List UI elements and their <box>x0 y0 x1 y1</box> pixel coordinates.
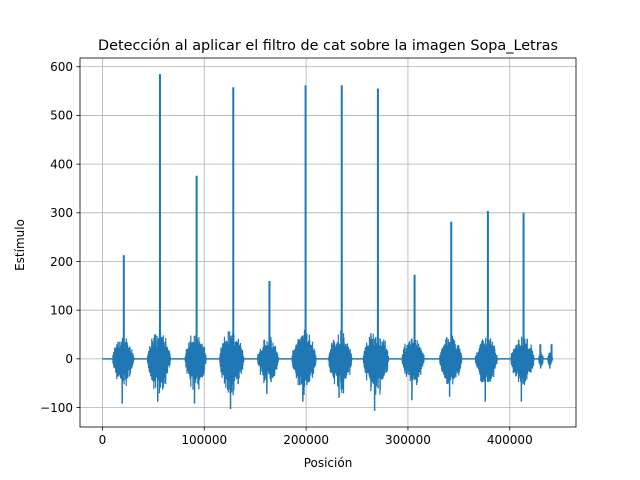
chart-title: Detección al aplicar el filtro de cat so… <box>98 38 558 54</box>
signal-burst <box>256 280 280 394</box>
y-tick-label: 0 <box>65 352 73 366</box>
signal-burst <box>184 175 207 404</box>
x-tick-label: 0 <box>99 433 107 447</box>
y-tick-label: 200 <box>50 255 73 269</box>
x-axis: 0 100000 200000 300000 400000 <box>99 427 533 447</box>
signal-burst <box>401 274 425 401</box>
signal-burst <box>439 221 463 397</box>
y-axis: −100 0 100 200 300 400 500 600 <box>40 60 80 415</box>
burst-oscillation <box>256 336 280 384</box>
x-tick-label: 200000 <box>283 433 329 447</box>
signal-burst <box>474 210 499 402</box>
signal-burst <box>146 74 171 402</box>
y-tick-label: −100 <box>40 401 73 415</box>
burst-oscillation <box>510 336 535 387</box>
signal-burst <box>219 87 245 409</box>
y-tick-label: 100 <box>50 303 73 317</box>
signal-burst <box>328 85 353 398</box>
signal-burst <box>510 212 535 402</box>
burst-oscillation <box>291 329 317 395</box>
series-0 <box>102 74 553 411</box>
axes-frame <box>79 57 577 428</box>
x-tick-label: 100000 <box>181 433 227 447</box>
signal-burst <box>291 85 317 402</box>
signal-burst <box>112 255 135 404</box>
y-tick-label: 400 <box>50 157 73 171</box>
signal-burst <box>547 344 553 369</box>
signal-burst <box>538 344 544 369</box>
x-tick-label: 300000 <box>385 433 431 447</box>
signal-burst <box>362 88 389 411</box>
series-layer <box>102 74 553 411</box>
y-tick-label: 500 <box>50 109 73 123</box>
plot-area <box>79 57 577 428</box>
y-tick-label: 300 <box>50 206 73 220</box>
x-axis-label: Posición <box>304 456 353 470</box>
y-axis-label: Estímulo <box>13 219 27 271</box>
x-tick-label: 400000 <box>487 433 533 447</box>
y-tick-label: 600 <box>50 60 73 74</box>
